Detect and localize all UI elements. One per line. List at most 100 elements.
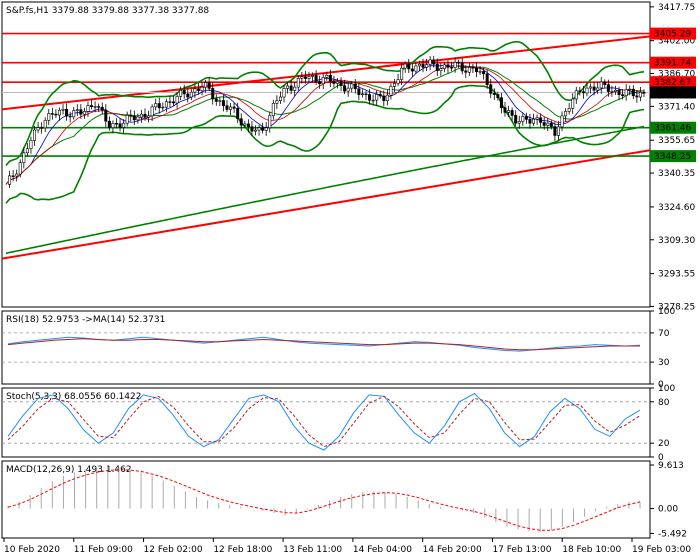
candle-body <box>421 63 425 68</box>
candle-body <box>389 86 393 96</box>
candle-body <box>22 152 26 163</box>
candle-body <box>564 111 568 117</box>
candle-body <box>446 64 450 68</box>
candle-body <box>350 83 354 89</box>
candle-body <box>503 107 507 113</box>
candle-body <box>371 99 375 102</box>
y-tick-label: 0.00 <box>658 505 678 515</box>
price-level-label: 3391.74 <box>654 59 691 69</box>
price-level-tag <box>650 121 696 134</box>
candle-body <box>65 108 69 117</box>
indicator-series-2 <box>7 395 641 448</box>
candle-body <box>556 126 560 136</box>
y-tick-label: 3309.30 <box>658 236 695 246</box>
candle-body <box>125 114 129 124</box>
x-tick-label: 17 Feb 13:00 <box>492 545 551 555</box>
candle-body <box>311 75 315 77</box>
candle-body <box>154 103 158 108</box>
price-level-label: 3382.67 <box>654 78 691 88</box>
candle-body <box>574 90 578 100</box>
candle-body <box>450 67 454 69</box>
candle-body <box>15 173 19 177</box>
candle-body <box>253 129 257 132</box>
candle-body <box>464 70 468 73</box>
candle-body <box>442 64 446 69</box>
price-level-label: 3405.29 <box>654 30 691 40</box>
candle-body <box>460 62 464 72</box>
candle-body <box>353 83 357 90</box>
pane-1: 3417.75 3402.00 3386.70 3371.40 3355.65 3340.… <box>1 1 696 312</box>
pane-header: S&P.fs,H1 3379.88 3379.88 3377.38 3377.8… <box>6 6 209 16</box>
candle-body <box>289 85 293 91</box>
candle-body <box>36 127 40 131</box>
candle-body <box>425 64 429 68</box>
candle-body <box>585 87 589 94</box>
candle-body <box>321 77 325 85</box>
candle-body <box>596 87 600 91</box>
candle-body <box>40 127 44 129</box>
x-tick-label: 12 Feb 02:00 <box>144 545 203 555</box>
bollinger-upper <box>5 40 645 167</box>
y-tick-label: 3324.60 <box>658 203 695 213</box>
y-tick-label: 3355.65 <box>658 136 695 146</box>
candle-body <box>218 100 222 102</box>
candle-body <box>68 115 72 118</box>
candle-body <box>314 75 318 82</box>
candle-body <box>97 106 101 108</box>
candle-body <box>86 105 90 112</box>
candle-body <box>90 105 94 107</box>
candle-body <box>578 90 582 92</box>
price-level-label: 3348.25 <box>654 152 691 162</box>
candle-body <box>189 91 193 98</box>
candle-body <box>325 75 329 78</box>
pane-frame <box>1 310 651 385</box>
candle-body <box>499 97 503 108</box>
candle-body <box>603 81 607 85</box>
candle-body <box>364 93 368 95</box>
candle-body <box>335 81 339 84</box>
time-axis: 10 Feb 2020 11 Feb 09:00 12 Feb 02:00 12 Fe… <box>3 538 691 555</box>
long-term-moving-average <box>5 125 645 255</box>
candle-body <box>79 109 83 115</box>
y-tick-label: 70 <box>658 329 670 339</box>
candle-body <box>143 113 147 118</box>
candle-body <box>592 86 596 91</box>
candle-body <box>243 123 247 126</box>
price-level-label: 3361.46 <box>654 124 691 134</box>
candle-body <box>474 67 478 73</box>
candle-body <box>132 115 136 121</box>
y-tick-label: 0 <box>658 453 664 463</box>
candle-body <box>414 65 418 72</box>
candle-body <box>100 106 104 111</box>
candle-body <box>225 105 229 110</box>
candle-body <box>139 113 143 118</box>
pane-4: 9.613 0.00 -5.492 MACD(12,26,9) 1.493 1.462 <box>1 460 687 539</box>
candle-body <box>111 123 115 128</box>
x-tick-label: 18 Feb 10:00 <box>562 545 621 555</box>
candle-body <box>496 94 500 98</box>
y-tick-label: 0 <box>658 380 664 390</box>
candle-body <box>560 115 564 128</box>
price-level-tag <box>650 27 696 40</box>
candle-body <box>528 119 532 124</box>
chart-panes: 3417.75 3402.00 3386.70 3371.40 3355.65 3340.… <box>1 1 696 539</box>
candle-body <box>507 110 511 113</box>
candle-body <box>357 88 361 96</box>
candle-body <box>200 86 204 91</box>
candle-body <box>517 121 521 124</box>
y-tick-label: 3417.75 <box>658 3 695 13</box>
candle-body <box>571 98 575 109</box>
candle-body <box>514 115 518 124</box>
y-tick-label: 100 <box>658 307 675 317</box>
candle-body <box>122 122 126 128</box>
candle-body <box>164 101 168 108</box>
x-tick-label: 14 Feb 20:00 <box>423 545 482 555</box>
candle-body <box>172 101 176 104</box>
x-tick-label: 12 Feb 18:00 <box>213 545 272 555</box>
candle-body <box>471 67 475 69</box>
candle-body <box>410 68 414 72</box>
candle-body <box>104 109 108 122</box>
candle-body <box>368 94 372 101</box>
y-tick-label: 3278.25 <box>658 302 695 312</box>
